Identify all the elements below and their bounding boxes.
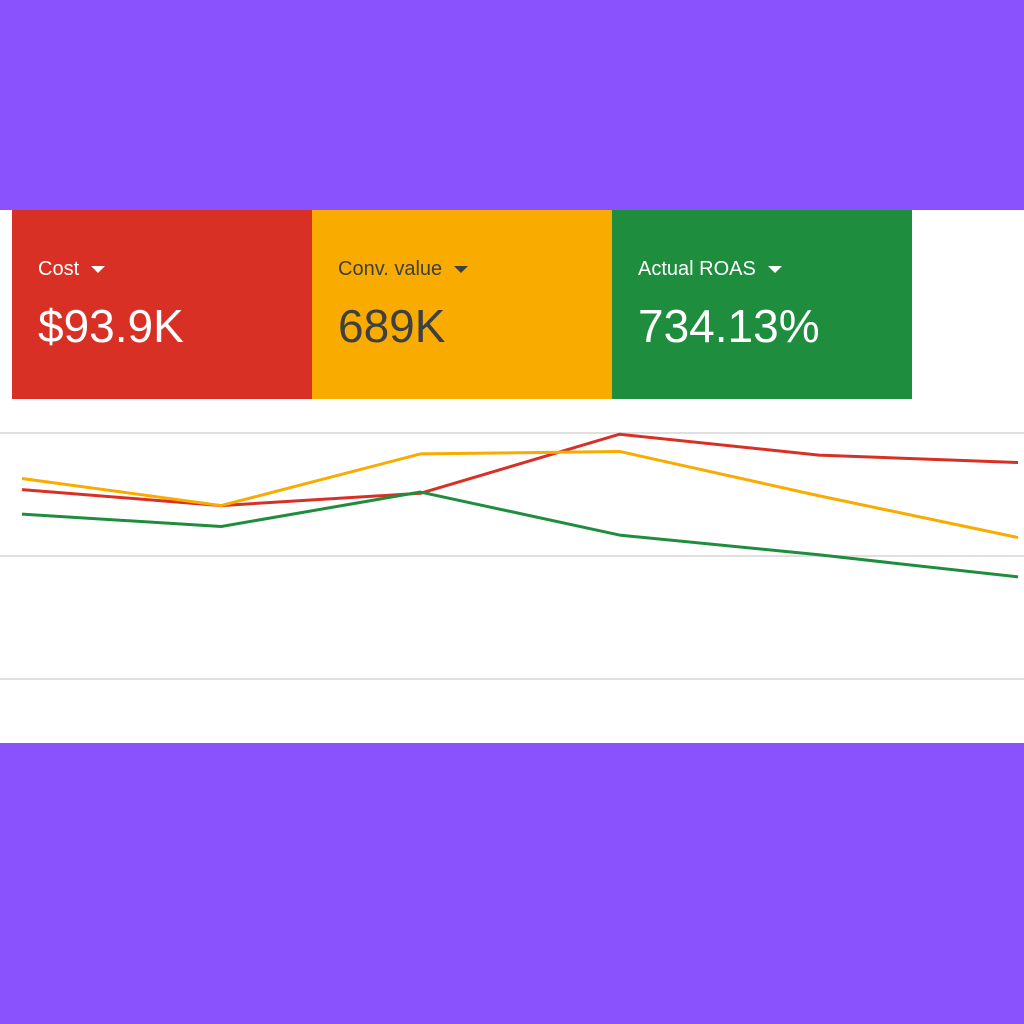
metric-card[interactable]: Conv. value 689K bbox=[312, 210, 612, 399]
metric-card[interactable]: Actual ROAS 734.13% bbox=[612, 210, 912, 399]
metric-value: 689K bbox=[338, 300, 446, 352]
series-line bbox=[21, 449, 1019, 540]
series-line bbox=[21, 490, 1019, 579]
metric-label: Conv. value bbox=[338, 258, 612, 281]
metric-value: 734.13% bbox=[638, 300, 820, 352]
metric-label: Cost bbox=[38, 258, 312, 281]
metric-value: $93.9K bbox=[38, 300, 184, 352]
metrics-panel: Cost $93.9K Conv. value 689K Actual ROAS 734.… bbox=[0, 210, 1024, 743]
metric-label: Actual ROAS bbox=[638, 258, 912, 281]
metric-card[interactable]: Cost $93.9K bbox=[12, 210, 312, 399]
line-chart bbox=[0, 432, 1024, 680]
series-line bbox=[21, 432, 1019, 508]
